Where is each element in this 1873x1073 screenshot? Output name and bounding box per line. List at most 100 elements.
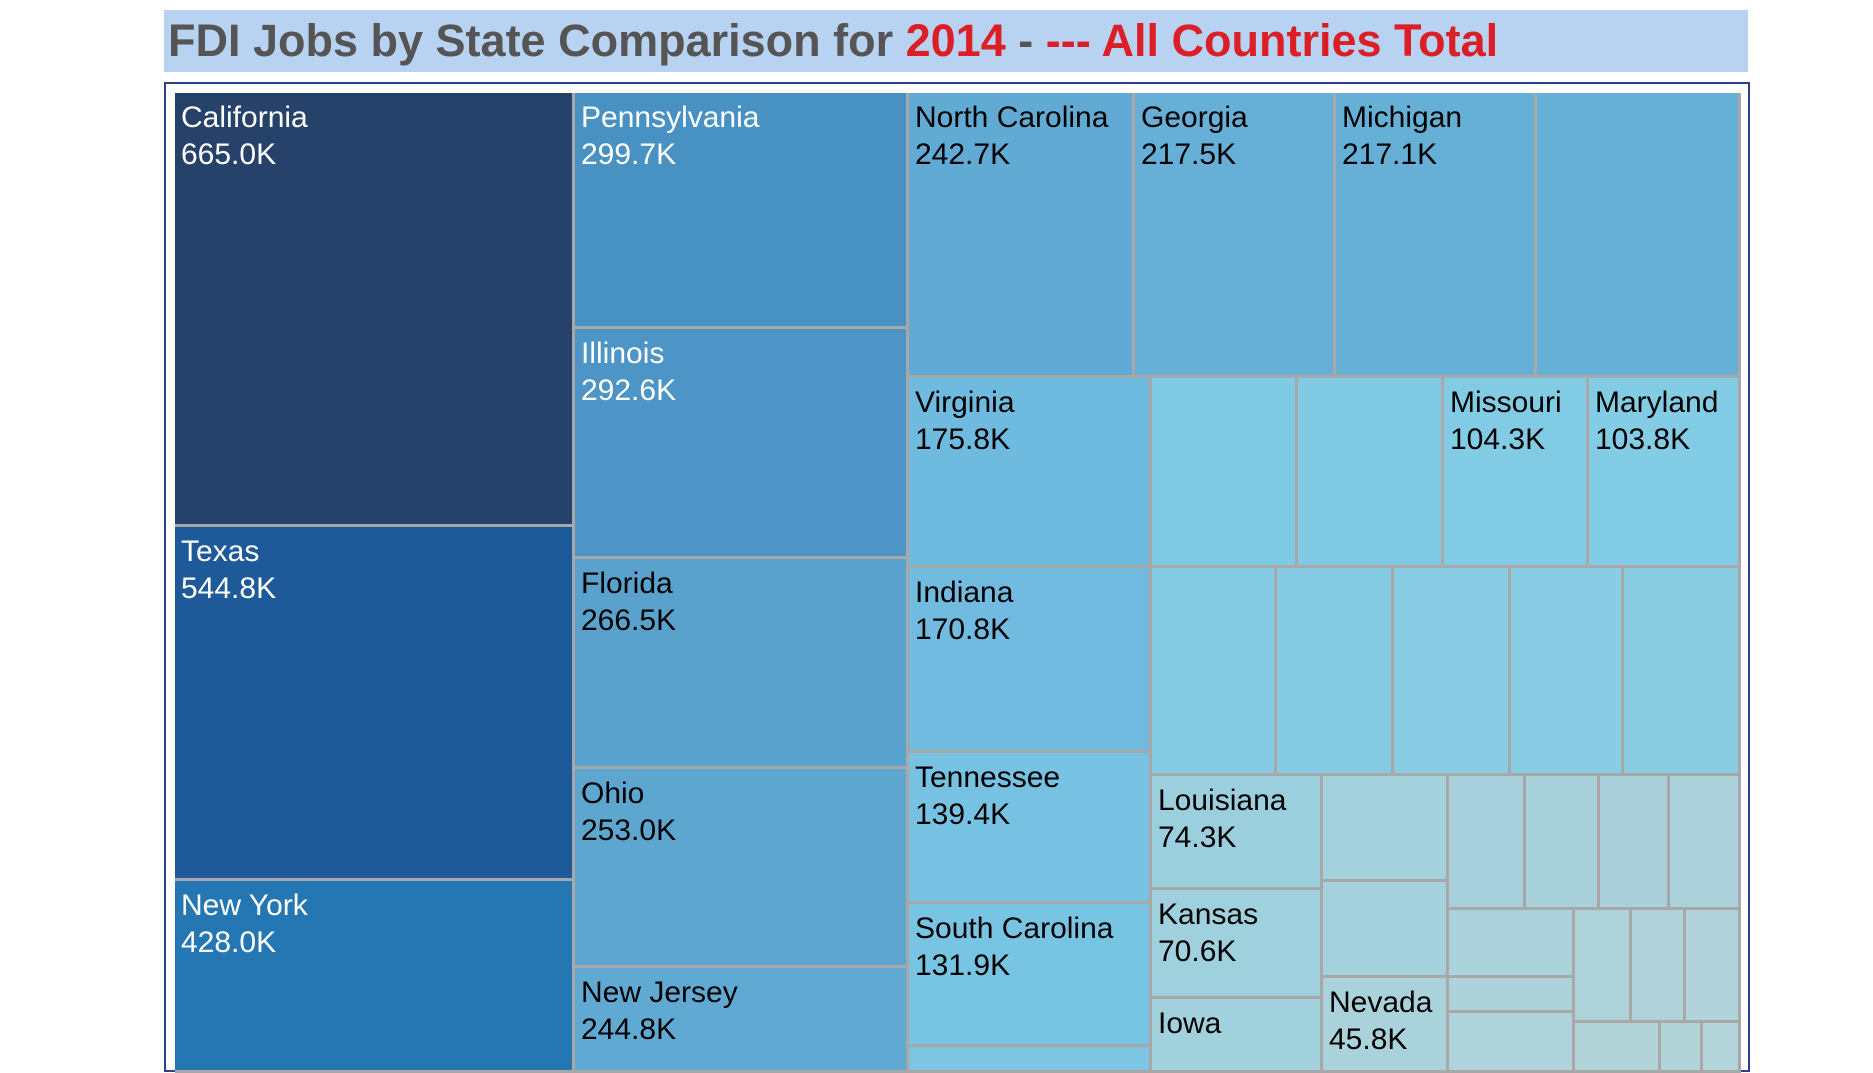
state-value: 70.6K <box>1158 935 1237 968</box>
treemap-cell-unlabeled-41[interactable] <box>1686 910 1741 1023</box>
state-value: 217.5K <box>1141 138 1237 171</box>
treemap-cell-california[interactable]: California 665.0K <box>175 93 575 527</box>
cell-label: Nevada 45.8K <box>1329 984 1432 1058</box>
cell-label: Pennsylvania 299.7K <box>581 99 759 173</box>
cell-label: Missouri 104.3K <box>1450 384 1562 458</box>
state-name: New York <box>181 889 308 922</box>
state-name: Georgia <box>1141 101 1248 134</box>
state-value: 217.1K <box>1342 138 1438 171</box>
treemap-cell-unlabeled-20[interactable] <box>1394 568 1511 776</box>
treemap-cell-unlabeled-13[interactable] <box>1152 378 1298 568</box>
treemap-cell-unlabeled-21[interactable] <box>1511 568 1624 776</box>
state-value: 292.6K <box>581 374 677 407</box>
treemap-cell-ohio[interactable]: Ohio 253.0K <box>575 769 909 968</box>
treemap-cell-indiana[interactable]: Indiana 170.8K <box>909 568 1152 753</box>
treemap-cell-unlabeled-39[interactable] <box>1575 910 1632 1023</box>
title-prefix: FDI Jobs by State Comparison for <box>168 15 906 66</box>
treemap-cell-unlabeled-19[interactable] <box>1277 568 1394 776</box>
treemap-cell-louisiana[interactable]: Louisiana 74.3K <box>1152 776 1323 890</box>
treemap-cell-unlabeled-18[interactable] <box>1152 568 1277 776</box>
cell-label: Michigan 217.1K <box>1342 99 1462 173</box>
treemap-cell-virginia[interactable]: Virginia 175.8K <box>909 378 1152 568</box>
state-value: 170.8K <box>915 613 1011 646</box>
cell-label: New York 428.0K <box>181 887 308 961</box>
treemap-cell-unlabeled-22[interactable] <box>1624 568 1741 776</box>
state-name: Kansas <box>1158 898 1259 931</box>
state-name: Florida <box>581 567 673 600</box>
treemap-cell-georgia[interactable]: Georgia 217.5K <box>1135 93 1336 378</box>
treemap-cell-pennsylvania[interactable]: Pennsylvania 299.7K <box>575 93 909 329</box>
treemap-cell-south-carolina[interactable]: South Carolina 131.9K <box>909 904 1152 1047</box>
state-value: 266.5K <box>581 604 677 637</box>
state-value: 103.8K <box>1595 423 1691 456</box>
treemap-cell-missouri[interactable]: Missouri 104.3K <box>1444 378 1589 568</box>
treemap-cell-unlabeled-36[interactable] <box>1449 910 1575 978</box>
title-separator: - <box>1005 15 1046 66</box>
state-name: New Jersey <box>581 976 738 1009</box>
cell-label: Georgia 217.5K <box>1141 99 1248 173</box>
treemap-cell-unlabeled-40[interactable] <box>1632 910 1686 1023</box>
treemap-cell-tennessee[interactable]: Tennessee 139.4K <box>909 753 1152 904</box>
state-name: Nevada <box>1329 986 1433 1019</box>
state-name: California <box>181 101 308 134</box>
treemap-cell-florida[interactable]: Florida 266.5K <box>575 559 909 769</box>
treemap-cell-texas[interactable]: Texas 544.8K <box>175 527 575 881</box>
treemap-cell-unlabeled-11[interactable] <box>1537 93 1741 378</box>
treemap-cell-unlabeled-35[interactable] <box>1670 776 1741 910</box>
treemap-cell-new-jersey[interactable]: New Jersey 244.8K <box>575 968 909 1073</box>
treemap-cell-illinois[interactable]: Illinois 292.6K <box>575 329 909 559</box>
treemap-cell-unlabeled-38[interactable] <box>1449 1013 1575 1073</box>
state-name: Pennsylvania <box>581 101 760 134</box>
title-year: 2014 <box>905 15 1006 66</box>
treemap-cell-unlabeled-42[interactable] <box>1575 1023 1661 1073</box>
cell-label: Virginia 175.8K <box>915 384 1015 458</box>
state-value: 244.8K <box>581 1013 677 1046</box>
state-name: Indiana <box>915 576 1014 609</box>
treemap-cell-kansas[interactable]: Kansas 70.6K <box>1152 890 1323 999</box>
cell-label: Louisiana 74.3K <box>1158 782 1286 856</box>
cell-label: Florida 266.5K <box>581 565 676 639</box>
state-value: 74.3K <box>1158 821 1237 854</box>
title-country: --- All Countries Total <box>1045 15 1499 66</box>
treemap-cell-unlabeled-14[interactable] <box>1298 378 1444 568</box>
state-name: Iowa <box>1158 1007 1222 1040</box>
state-value: 253.0K <box>581 814 677 847</box>
treemap-cell-unlabeled-30[interactable] <box>1323 882 1449 978</box>
treemap-cell-maryland[interactable]: Maryland 103.8K <box>1589 378 1741 568</box>
treemap-cell-iowa[interactable]: Iowa <box>1152 999 1323 1073</box>
cell-label: New Jersey 244.8K <box>581 974 738 1048</box>
state-name: Tennessee <box>915 761 1061 794</box>
treemap-cell-unlabeled-37[interactable] <box>1449 978 1575 1013</box>
state-name: Texas <box>181 535 260 568</box>
state-value: 299.7K <box>581 138 677 171</box>
treemap-cell-north-carolina[interactable]: North Carolina 242.7K <box>909 93 1135 378</box>
treemap-cell-michigan[interactable]: Michigan 217.1K <box>1336 93 1537 378</box>
treemap-cell-unlabeled-25[interactable] <box>909 1047 1152 1073</box>
state-name: South Carolina <box>915 912 1114 945</box>
treemap-cell-new-york[interactable]: New York 428.0K <box>175 881 575 1073</box>
state-value: 104.3K <box>1450 423 1546 456</box>
treemap-cell-unlabeled-33[interactable] <box>1526 776 1600 910</box>
treemap-cell-unlabeled-44[interactable] <box>1703 1023 1741 1073</box>
state-name: Michigan <box>1342 101 1463 134</box>
cell-label: Kansas 70.6K <box>1158 896 1258 970</box>
treemap-cell-unlabeled-32[interactable] <box>1449 776 1526 910</box>
cell-label: Texas 544.8K <box>181 533 276 607</box>
state-name: Virginia <box>915 386 1015 419</box>
state-name: Illinois <box>581 337 665 370</box>
cell-label: Ohio 253.0K <box>581 775 676 849</box>
treemap: California 665.0K Texas 544.8K New York 428.0… <box>175 93 1741 1073</box>
cell-label: Maryland 103.8K <box>1595 384 1718 458</box>
cell-label: Indiana 170.8K <box>915 574 1013 648</box>
state-name: Missouri <box>1450 386 1562 419</box>
state-name: Louisiana <box>1158 784 1287 817</box>
treemap-cell-unlabeled-34[interactable] <box>1600 776 1670 910</box>
state-value: 242.7K <box>915 138 1011 171</box>
treemap-cell-nevada[interactable]: Nevada 45.8K <box>1323 978 1449 1073</box>
state-name: North Carolina <box>915 101 1109 134</box>
cell-label: South Carolina 131.9K <box>915 910 1113 984</box>
treemap-cell-unlabeled-29[interactable] <box>1323 776 1449 882</box>
state-value: 131.9K <box>915 949 1011 982</box>
state-value: 175.8K <box>915 423 1011 456</box>
treemap-cell-unlabeled-43[interactable] <box>1661 1023 1703 1073</box>
